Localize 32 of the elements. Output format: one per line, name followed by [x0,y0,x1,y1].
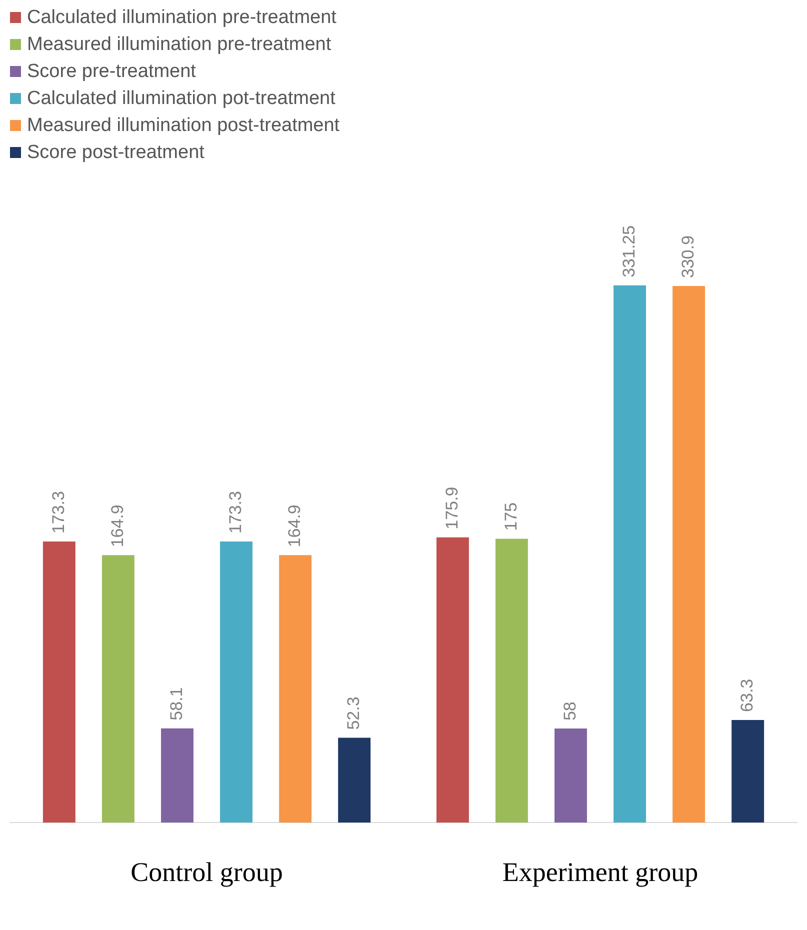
legend-label: Score pre-treatment [27,60,196,82]
data-label: 331.25 [619,225,638,278]
bar [672,286,706,823]
data-label: 173.3 [48,491,68,534]
x-tick-label: Experiment group [502,856,698,887]
bar [161,728,194,823]
data-label: 173.3 [226,491,245,534]
bar [338,738,371,823]
bar [436,537,469,823]
data-label: 58 [560,702,580,721]
bar [614,285,646,823]
legend-label: Score post-treatment [27,142,204,164]
bar [102,555,134,823]
data-label: 164.9 [108,504,127,548]
data-label: 63.3 [738,678,756,712]
legend-label: Calculated illumination pot-treatment [27,88,336,110]
legend-label: Measured illumination pre-treatment [27,34,332,56]
data-label: 164.9 [284,504,304,548]
bar [732,720,764,823]
bar [42,542,76,823]
legend-label: Calculated illumination pre-treatment [27,6,336,28]
data-label: 52.3 [344,696,363,730]
bar [220,542,252,823]
x-tick-label: Control group [130,856,283,887]
data-label: 175 [501,502,520,531]
data-label: 175.9 [442,486,462,530]
bar [279,555,312,823]
data-label: 330.9 [678,235,698,278]
legend-label: Measured illumination post-treatment [27,114,340,136]
data-label: 58.1 [166,687,186,720]
bar [495,538,528,823]
bar [554,728,587,823]
